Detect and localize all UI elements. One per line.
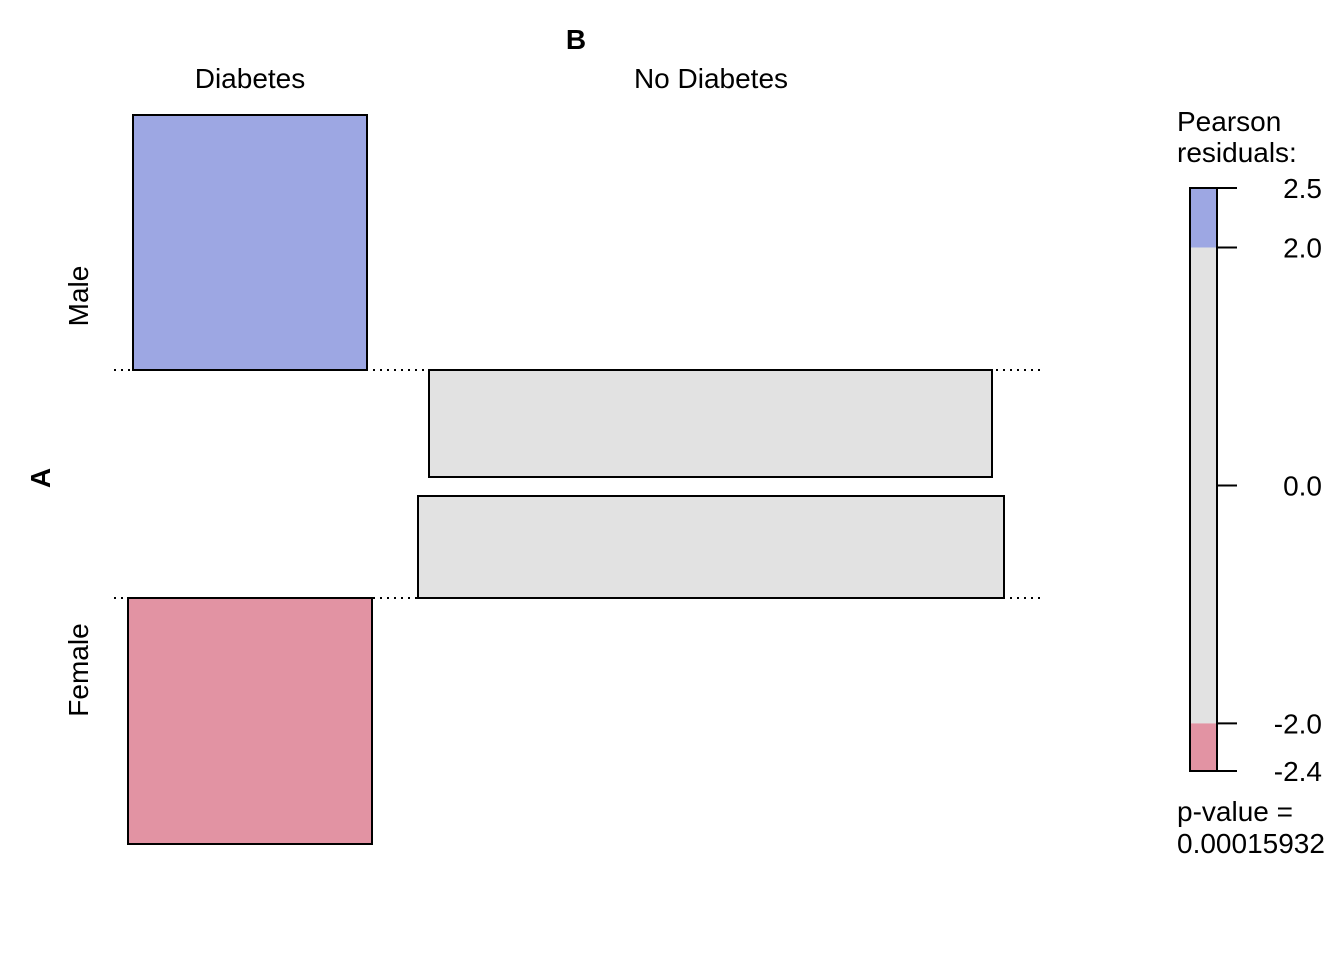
cell-female-diabetes bbox=[127, 597, 373, 845]
column-label-diabetes: Diabetes bbox=[195, 63, 306, 94]
cell-female-no-diabetes bbox=[417, 495, 1005, 599]
column-label-no-diabetes: No Diabetes bbox=[634, 63, 788, 94]
legend-color-bar bbox=[1190, 188, 1217, 771]
row-variable-label: A bbox=[25, 468, 56, 488]
legend-tick-label-4: -2.4 bbox=[1274, 756, 1322, 787]
legend-band-0 bbox=[1190, 188, 1217, 248]
column-variable-label: B bbox=[566, 24, 586, 55]
legend-bar-outline bbox=[1189, 187, 1218, 772]
cell-male-no-diabetes bbox=[428, 369, 993, 478]
legend-band-2 bbox=[1190, 723, 1217, 771]
cell-male-diabetes bbox=[132, 114, 368, 371]
legend-ticks: 2.5 2.0 0.0 -2.0 -2.4 bbox=[1217, 173, 1322, 787]
legend-band-1 bbox=[1190, 247, 1217, 724]
legend-title-line2: residuals: bbox=[1177, 137, 1297, 168]
legend-tick-label-2: 0.0 bbox=[1283, 470, 1322, 501]
legend-tick-label-3: -2.0 bbox=[1274, 708, 1322, 739]
residual-legend: Pearson residuals: 2.5 2.0 0.0 -2.0 -2.4 p-v… bbox=[1177, 106, 1325, 859]
legend-tick-label-0: 2.5 bbox=[1283, 173, 1322, 204]
pvalue-line1: p-value = bbox=[1177, 796, 1293, 827]
row-label-female: Female bbox=[63, 623, 94, 716]
legend-tick-label-1: 2.0 bbox=[1283, 232, 1322, 263]
legend-title-line1: Pearson bbox=[1177, 106, 1281, 137]
pvalue-line2: 0.00015932 bbox=[1177, 828, 1325, 859]
row-label-male: Male bbox=[63, 266, 94, 327]
